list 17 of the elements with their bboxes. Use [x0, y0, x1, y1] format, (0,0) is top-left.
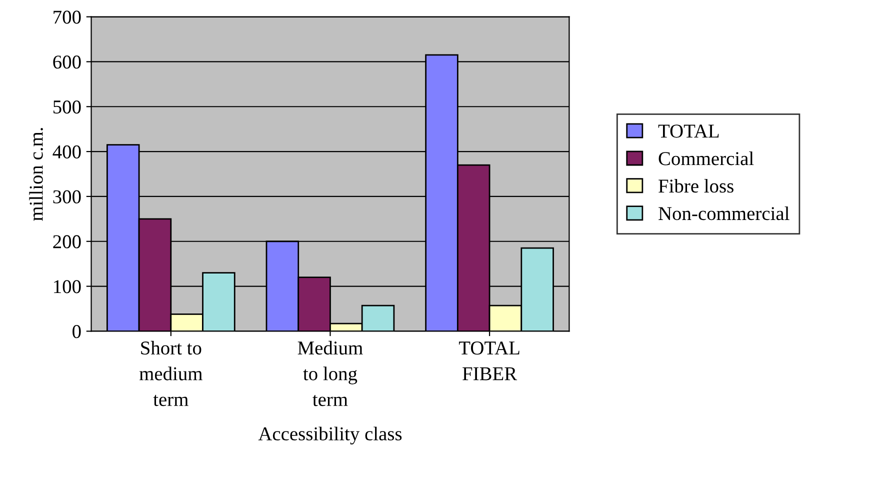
legend-label: TOTAL [658, 124, 719, 138]
x-tick-label: Medium to long term [298, 340, 363, 406]
y-tick-label: 0 [72, 325, 81, 338]
x-axis-title: Accessibility class [258, 426, 402, 444]
legend-label: Non-commercial [658, 206, 790, 220]
y-axis-title: million c.m. [29, 128, 43, 221]
y-tick-label: 200 [53, 235, 81, 248]
y-tick-label: 500 [53, 100, 81, 114]
y-tick-label: 100 [54, 280, 81, 294]
y-tick-label: 700 [54, 10, 81, 24]
y-tick-label: 600 [53, 56, 81, 69]
x-tick-label: TOTAL FIBER [458, 342, 520, 380]
legend-label: Commercial [658, 152, 754, 166]
x-tick-label: Short to medium term [139, 340, 202, 406]
legend-label: Fibre loss [658, 178, 734, 193]
y-tick-label: 300 [53, 190, 81, 204]
y-tick-label: 400 [52, 145, 81, 158]
